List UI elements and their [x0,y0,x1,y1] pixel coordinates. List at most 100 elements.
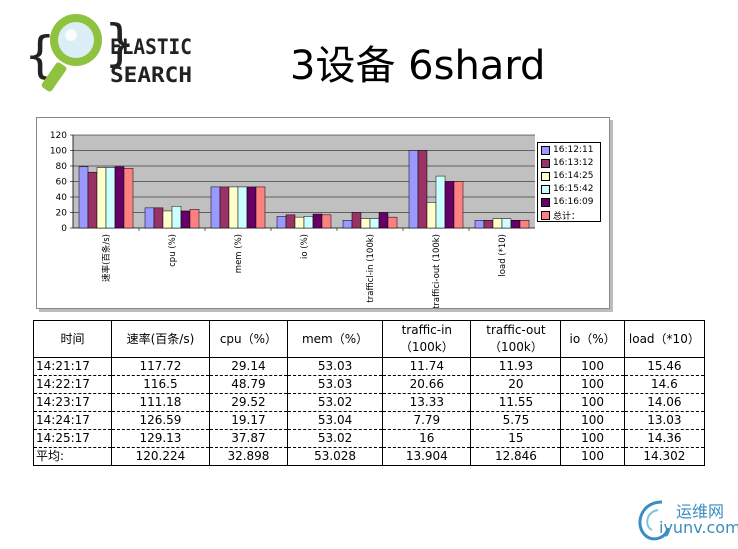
column-header: mem（%） [286,320,384,358]
row-label-cell: 14:23:17 [33,393,112,412]
column-header: 时间 [33,320,112,358]
column-header-text: traffic-in [401,323,453,337]
table-cell: 20 [470,375,562,394]
bar [294,216,305,229]
bar [351,212,362,229]
x-tick-label: cpu (%) [168,234,178,267]
y-tick-label: 60 [56,178,68,188]
table-cell: 14.6 [623,375,706,394]
table-cell: 13.03 [623,411,706,430]
table-cell: 32.898 [208,447,288,466]
row-label-cell: 平均: [33,447,112,466]
table-cell: 15 [470,429,562,448]
bar [426,202,437,229]
bar-chart-svg: 0 20 40 60 80 100 120 速率(百条/s) cpu (%) mem (%) io … [50,131,535,308]
column-header-text: （100k） [489,340,543,354]
row-label-cell: 14:22:17 [33,375,112,394]
table-row: 14:23:17 111.18 29.52 53.02 13.33 11.55 100 14.… [33,393,706,412]
table-row: 平均: 120.224 32.898 53.028 13.904 12.846 100 14.… [33,447,706,466]
table-row: 14:22:17 116.5 48.79 53.03 20.66 20 100 14.6 [33,375,706,394]
table-cell: 37.87 [208,429,288,448]
bar [228,186,239,229]
table-cell: 29.14 [208,357,288,376]
table-cell: 129.13 [110,429,210,448]
bar [342,220,353,229]
bar [162,210,173,229]
y-tick-label: 100 [50,147,67,157]
legend-swatch [541,210,550,220]
table-cell: 11.55 [470,393,562,412]
chart-legend: 16:12:11 16:13:12 16:14:25 16:15:42 16:16:09… [537,142,601,222]
table-cell: 120.224 [110,447,210,466]
bar [321,214,332,229]
table-cell: 12.846 [470,447,562,466]
bar [492,218,503,229]
table-row: 14:21:17 117.72 29.14 53.03 11.74 11.93 100 15.… [33,357,706,376]
column-header-text: traffic-out [486,323,546,337]
bar [483,220,494,229]
legend-item: 16:15:42 [541,183,600,195]
x-tick-label: mem (%) [234,234,244,273]
bar [123,168,134,229]
legend-swatch [541,158,550,168]
table-cell: 11.74 [382,357,472,376]
column-header: io（%） [560,320,625,358]
logo-text-elastic: ELASTIC [110,35,192,59]
bar [360,218,371,229]
bar [519,220,530,229]
bar [237,186,248,229]
bar [276,216,287,229]
table-body: 14:21:17 117.72 29.14 53.03 11.74 11.93 100 15.… [33,357,706,466]
table-cell: 100 [560,375,625,394]
y-tick-label: 20 [56,209,68,219]
bar [453,181,464,229]
column-header-text: 速率(百条/s) [126,331,195,346]
bar [78,166,89,229]
page-title: 3设备 6shard [290,43,546,89]
table-cell: 7.79 [382,411,472,430]
bar [255,186,266,229]
table-cell: 53.028 [286,447,384,466]
table-cell: 20.66 [382,375,472,394]
bar [408,150,419,229]
bar [303,216,314,229]
legend-label: 16:12:11 [553,145,594,155]
bar [312,213,323,229]
table-cell: 19.17 [208,411,288,430]
column-header-text: cpu（%） [219,331,278,346]
legend-label: 16:14:25 [553,171,594,181]
bar [435,175,446,229]
table-cell: 126.59 [110,411,210,430]
table-cell: 116.5 [110,375,210,394]
bar [510,220,521,229]
elasticsearch-logo: { } ELASTIC SEARCH [24,14,192,92]
column-header-text: （100k） [399,340,454,354]
legend-item: 16:14:25 [541,170,600,182]
legend-label: 总计： [553,211,581,222]
y-tick-label: 40 [56,193,68,203]
table-cell: 100 [560,429,625,448]
bar [369,218,380,229]
bar [219,186,230,229]
stats-table: 时间 速率(百条/s) cpu（%） mem（%） traffic-in （100k） tr… [33,320,706,466]
bar [96,167,107,229]
column-header-text: mem（%） [301,331,369,346]
bar [444,181,455,229]
x-tick-label: load (*10) [498,234,508,277]
row-label-cell: 14:25:17 [33,429,112,448]
column-header: traffic-in （100k） [382,320,472,358]
legend-item: 16:13:12 [541,157,600,169]
legend-item: 总计： [541,209,600,222]
table-cell: 13.904 [382,447,472,466]
table-cell: 14.302 [623,447,706,466]
column-header: load（*10） [623,320,706,358]
y-tick-label: 0 [61,224,67,234]
watermark-cn: 运维网 [676,502,725,521]
table-cell: 100 [560,447,625,466]
table-cell: 29.52 [208,393,288,412]
bar [171,206,182,229]
column-header-text: io（%） [569,331,616,346]
bar [474,220,485,229]
table-cell: 11.93 [470,357,562,376]
table-cell: 100 [560,357,625,376]
